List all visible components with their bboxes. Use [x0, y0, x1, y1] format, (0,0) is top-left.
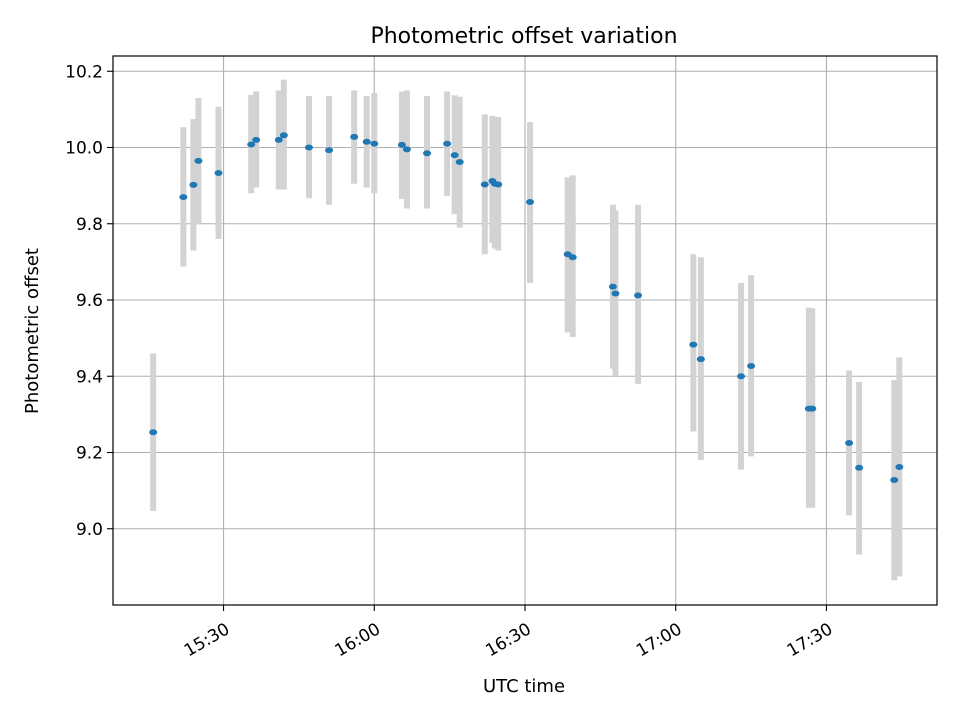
data-point: [845, 439, 854, 446]
x-tick-label: 17:00: [633, 619, 685, 661]
data-point: [634, 292, 643, 299]
data-point: [855, 464, 864, 471]
x-axis-ticks: 15:30 16:00 16:30 17:00 17:30: [181, 605, 836, 661]
data-point: [455, 158, 464, 165]
data-point: [274, 136, 283, 143]
y-tick-label: 10.2: [65, 62, 103, 82]
x-axis-label: UTC time: [483, 676, 565, 697]
y-tick-label: 9.4: [76, 367, 103, 387]
data-point: [450, 152, 459, 159]
data-point: [747, 362, 756, 369]
data-point: [480, 181, 489, 188]
data-point: [279, 132, 288, 139]
y-tick-label: 9.8: [76, 215, 103, 235]
y-axis-label: Photometric offset: [22, 248, 43, 414]
data-point: [252, 136, 261, 143]
data-point: [895, 463, 904, 470]
data-point: [737, 373, 746, 380]
data-point: [402, 146, 411, 153]
y-tick-label: 9.2: [76, 444, 103, 464]
data-point: [808, 405, 817, 412]
data-point: [214, 170, 223, 177]
data-point: [608, 283, 617, 290]
data-point: [494, 181, 503, 188]
data-point: [362, 138, 371, 145]
chart-title: Photometric offset variation: [370, 24, 677, 49]
data-point: [397, 141, 406, 148]
data-points: [149, 132, 904, 483]
data-point: [696, 356, 705, 363]
y-tick-label: 9.0: [76, 520, 103, 540]
x-tick-label: 16:00: [332, 619, 384, 661]
data-point: [325, 147, 334, 154]
x-tick-label: 15:30: [181, 619, 233, 661]
data-point: [350, 133, 359, 140]
data-point: [370, 140, 379, 147]
y-tick-label: 10.0: [65, 139, 103, 159]
x-tick-label: 17:30: [784, 619, 836, 661]
data-point: [189, 181, 198, 188]
data-point: [423, 150, 432, 157]
data-point: [526, 199, 535, 206]
data-point: [568, 254, 577, 261]
data-point: [179, 194, 188, 201]
error-bars: [150, 79, 903, 581]
data-point: [689, 341, 698, 348]
y-tick-label: 9.6: [76, 291, 103, 311]
data-point: [443, 140, 452, 147]
data-point: [611, 290, 620, 297]
data-point: [247, 141, 256, 148]
data-point: [890, 476, 899, 483]
data-point: [149, 429, 158, 436]
y-axis-ticks: 9.0 9.2 9.4 9.6 9.8 10.0 10.2: [65, 62, 113, 540]
data-point: [194, 157, 203, 164]
data-point: [304, 144, 313, 151]
x-tick-label: 16:30: [482, 619, 534, 661]
